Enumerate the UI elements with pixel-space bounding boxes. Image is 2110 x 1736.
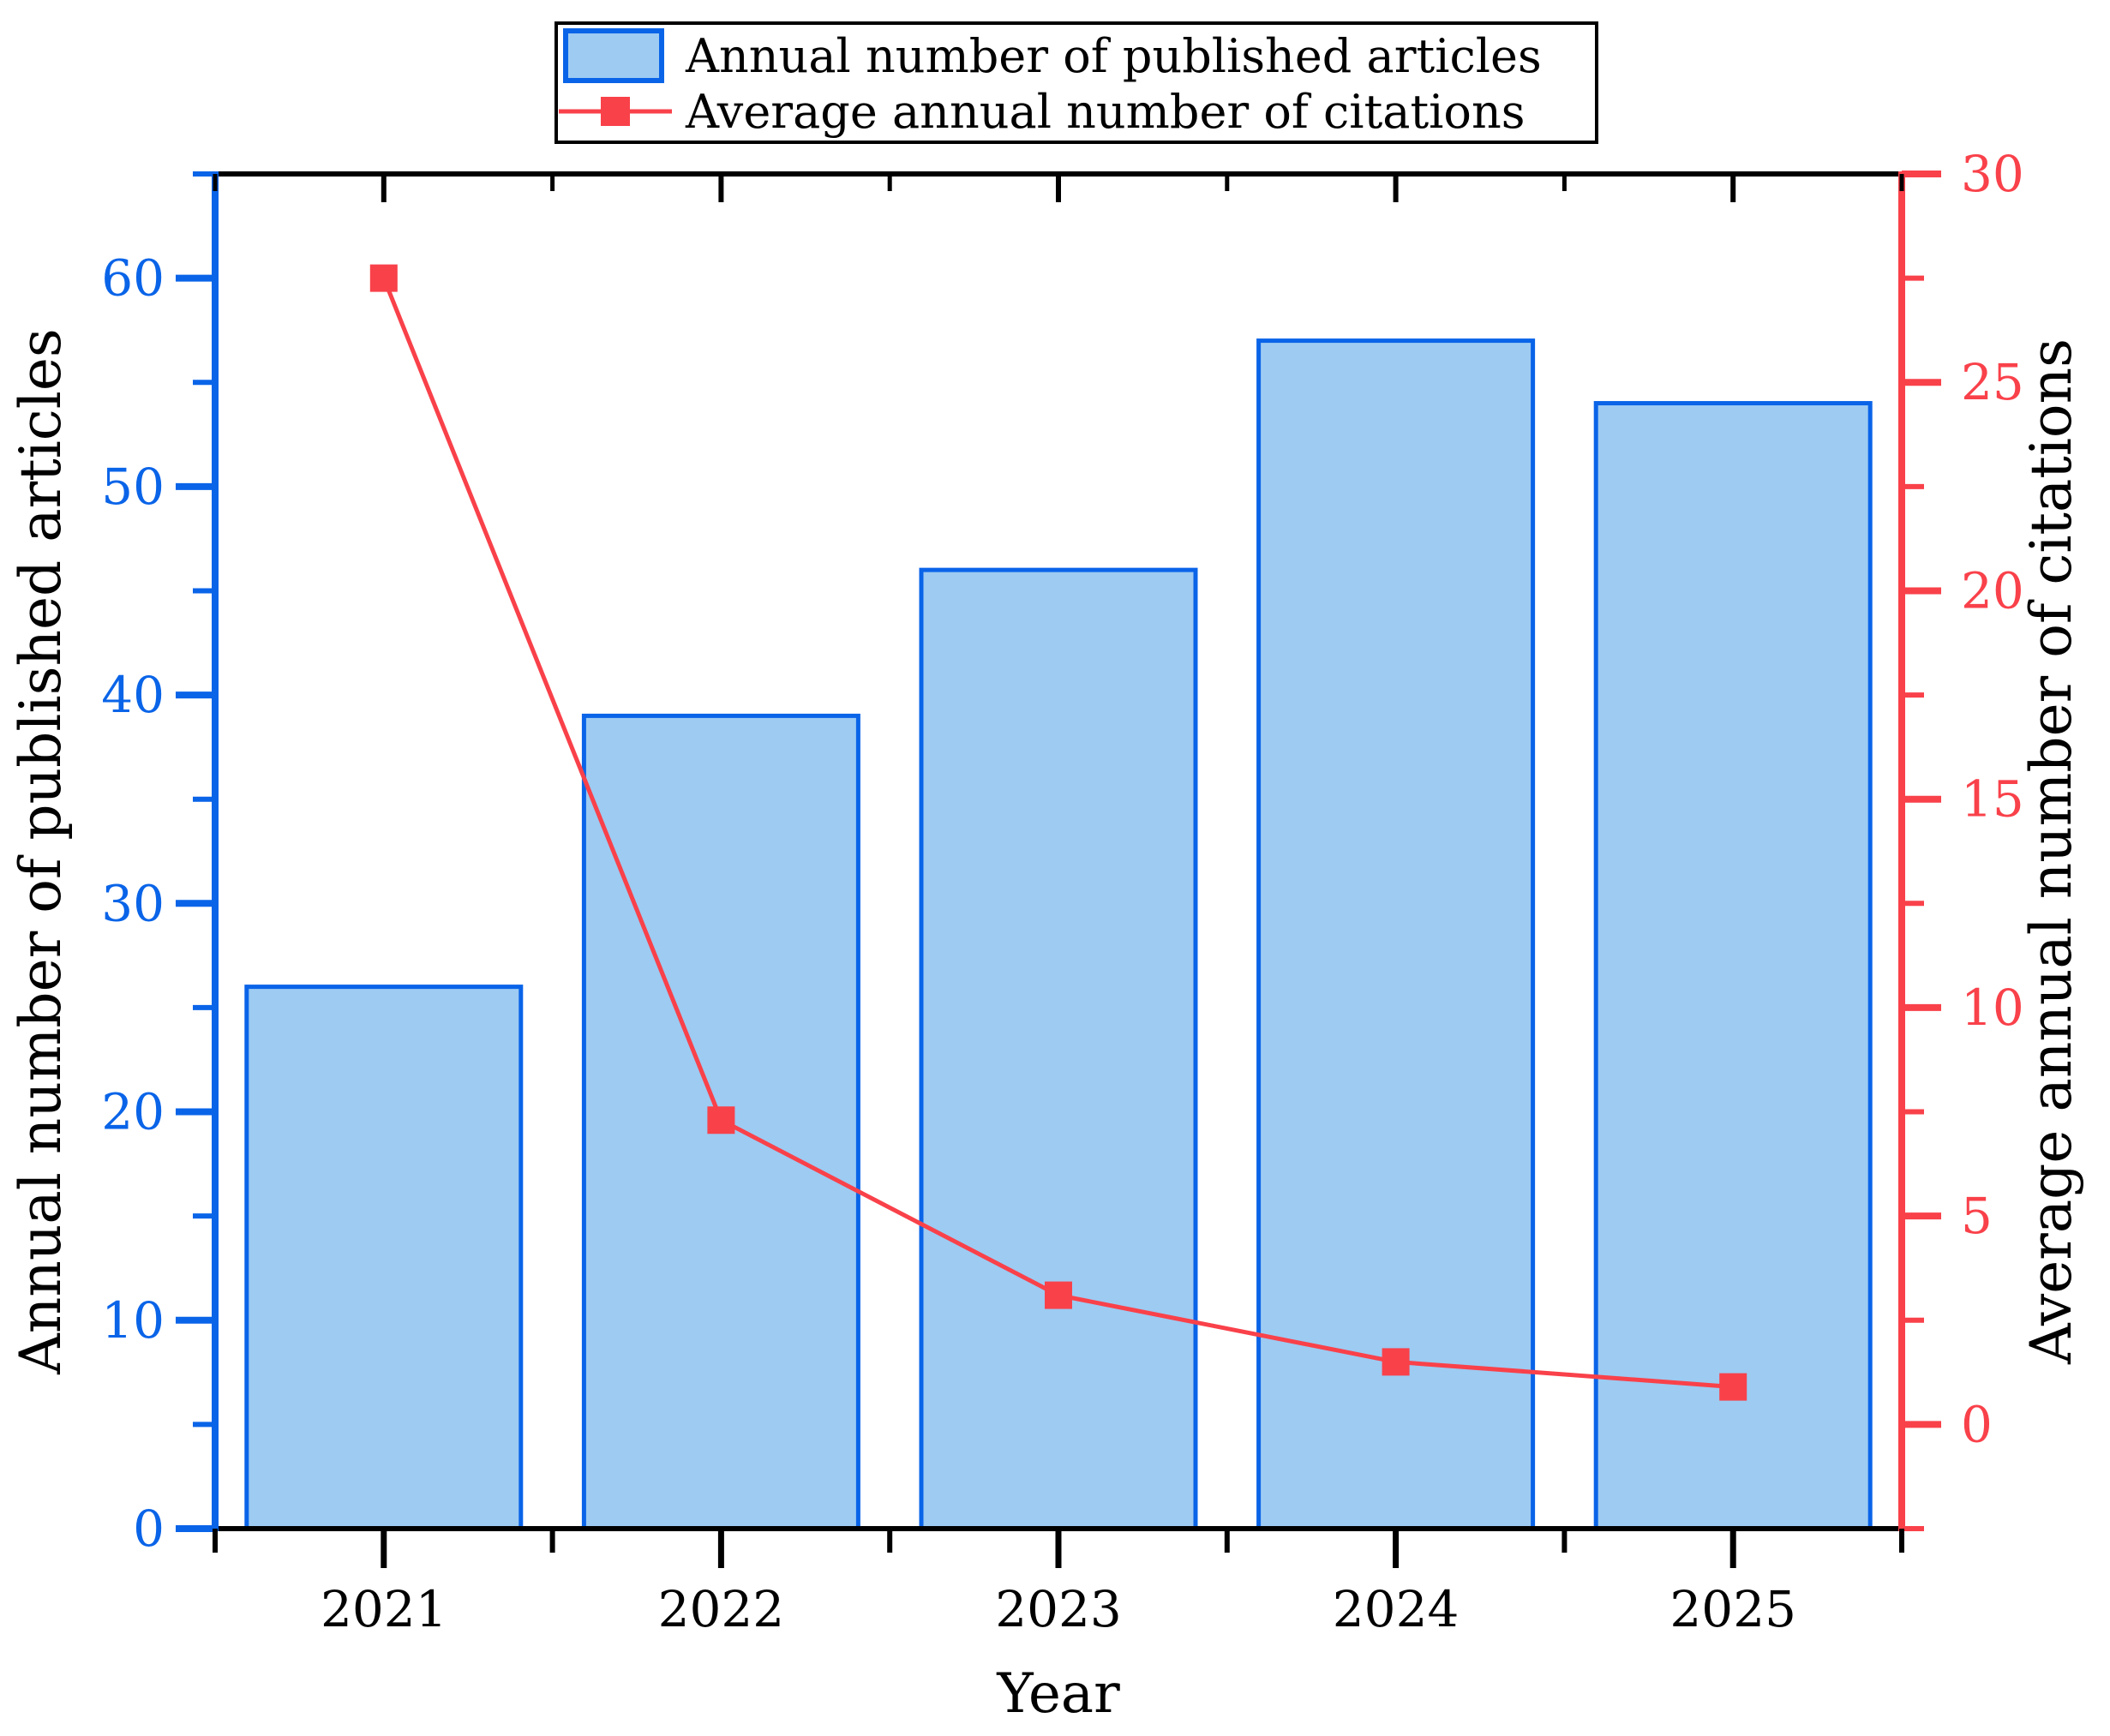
x-axis-tick-label: 2021	[321, 1580, 447, 1638]
bar-2021	[244, 985, 524, 1531]
right-axis-tick-label: 30	[1961, 145, 2024, 203]
citations-marker-2022	[707, 1106, 735, 1134]
left-axis-title: Annual number of published articles	[8, 328, 74, 1375]
right-axis-tick-label: 5	[1961, 1187, 1993, 1245]
right-axis-tick-label: 10	[1961, 979, 2024, 1037]
legend-box	[554, 21, 1598, 144]
legend-label-articles: Annual number of published articles	[685, 29, 1542, 83]
legend-marker-swatch	[601, 97, 630, 126]
left-axis-tick-label: 40	[101, 666, 165, 724]
citations-marker-2024	[1382, 1348, 1410, 1376]
left-axis-tick-label: 20	[101, 1083, 165, 1141]
x-axis-tick-label: 2023	[995, 1580, 1122, 1638]
bar-2023	[919, 567, 1198, 1531]
citations-marker-2021	[369, 264, 398, 292]
legend-bar-swatch	[563, 28, 664, 83]
citations-marker-2023	[1045, 1281, 1072, 1309]
left-axis-tick-label: 10	[101, 1291, 165, 1350]
right-axis-tick-label: 20	[1961, 561, 2024, 620]
right-axis-title: Average annual number of citations	[2018, 338, 2084, 1365]
left-axis-tick-label: 50	[101, 458, 165, 516]
right-axis-tick-label: 0	[1961, 1395, 1993, 1453]
left-axis-tick-label: 60	[101, 249, 165, 308]
x-axis-tick-label: 2022	[658, 1580, 785, 1638]
bar-2025	[1593, 401, 1873, 1531]
right-axis-tick-label: 15	[1961, 770, 2024, 829]
x-axis-tick-label: 2025	[1669, 1580, 1796, 1638]
bar-2024	[1256, 338, 1536, 1531]
legend-label-citations: Average annual number of citations	[685, 85, 1525, 139]
left-axis-tick-label: 0	[133, 1500, 165, 1558]
right-axis-tick-label: 25	[1961, 353, 2024, 411]
citations-marker-2025	[1719, 1373, 1747, 1401]
left-axis-tick-label: 30	[101, 874, 165, 932]
x-axis-title: Year	[996, 1662, 1120, 1726]
x-axis-tick-label: 2024	[1333, 1580, 1460, 1638]
